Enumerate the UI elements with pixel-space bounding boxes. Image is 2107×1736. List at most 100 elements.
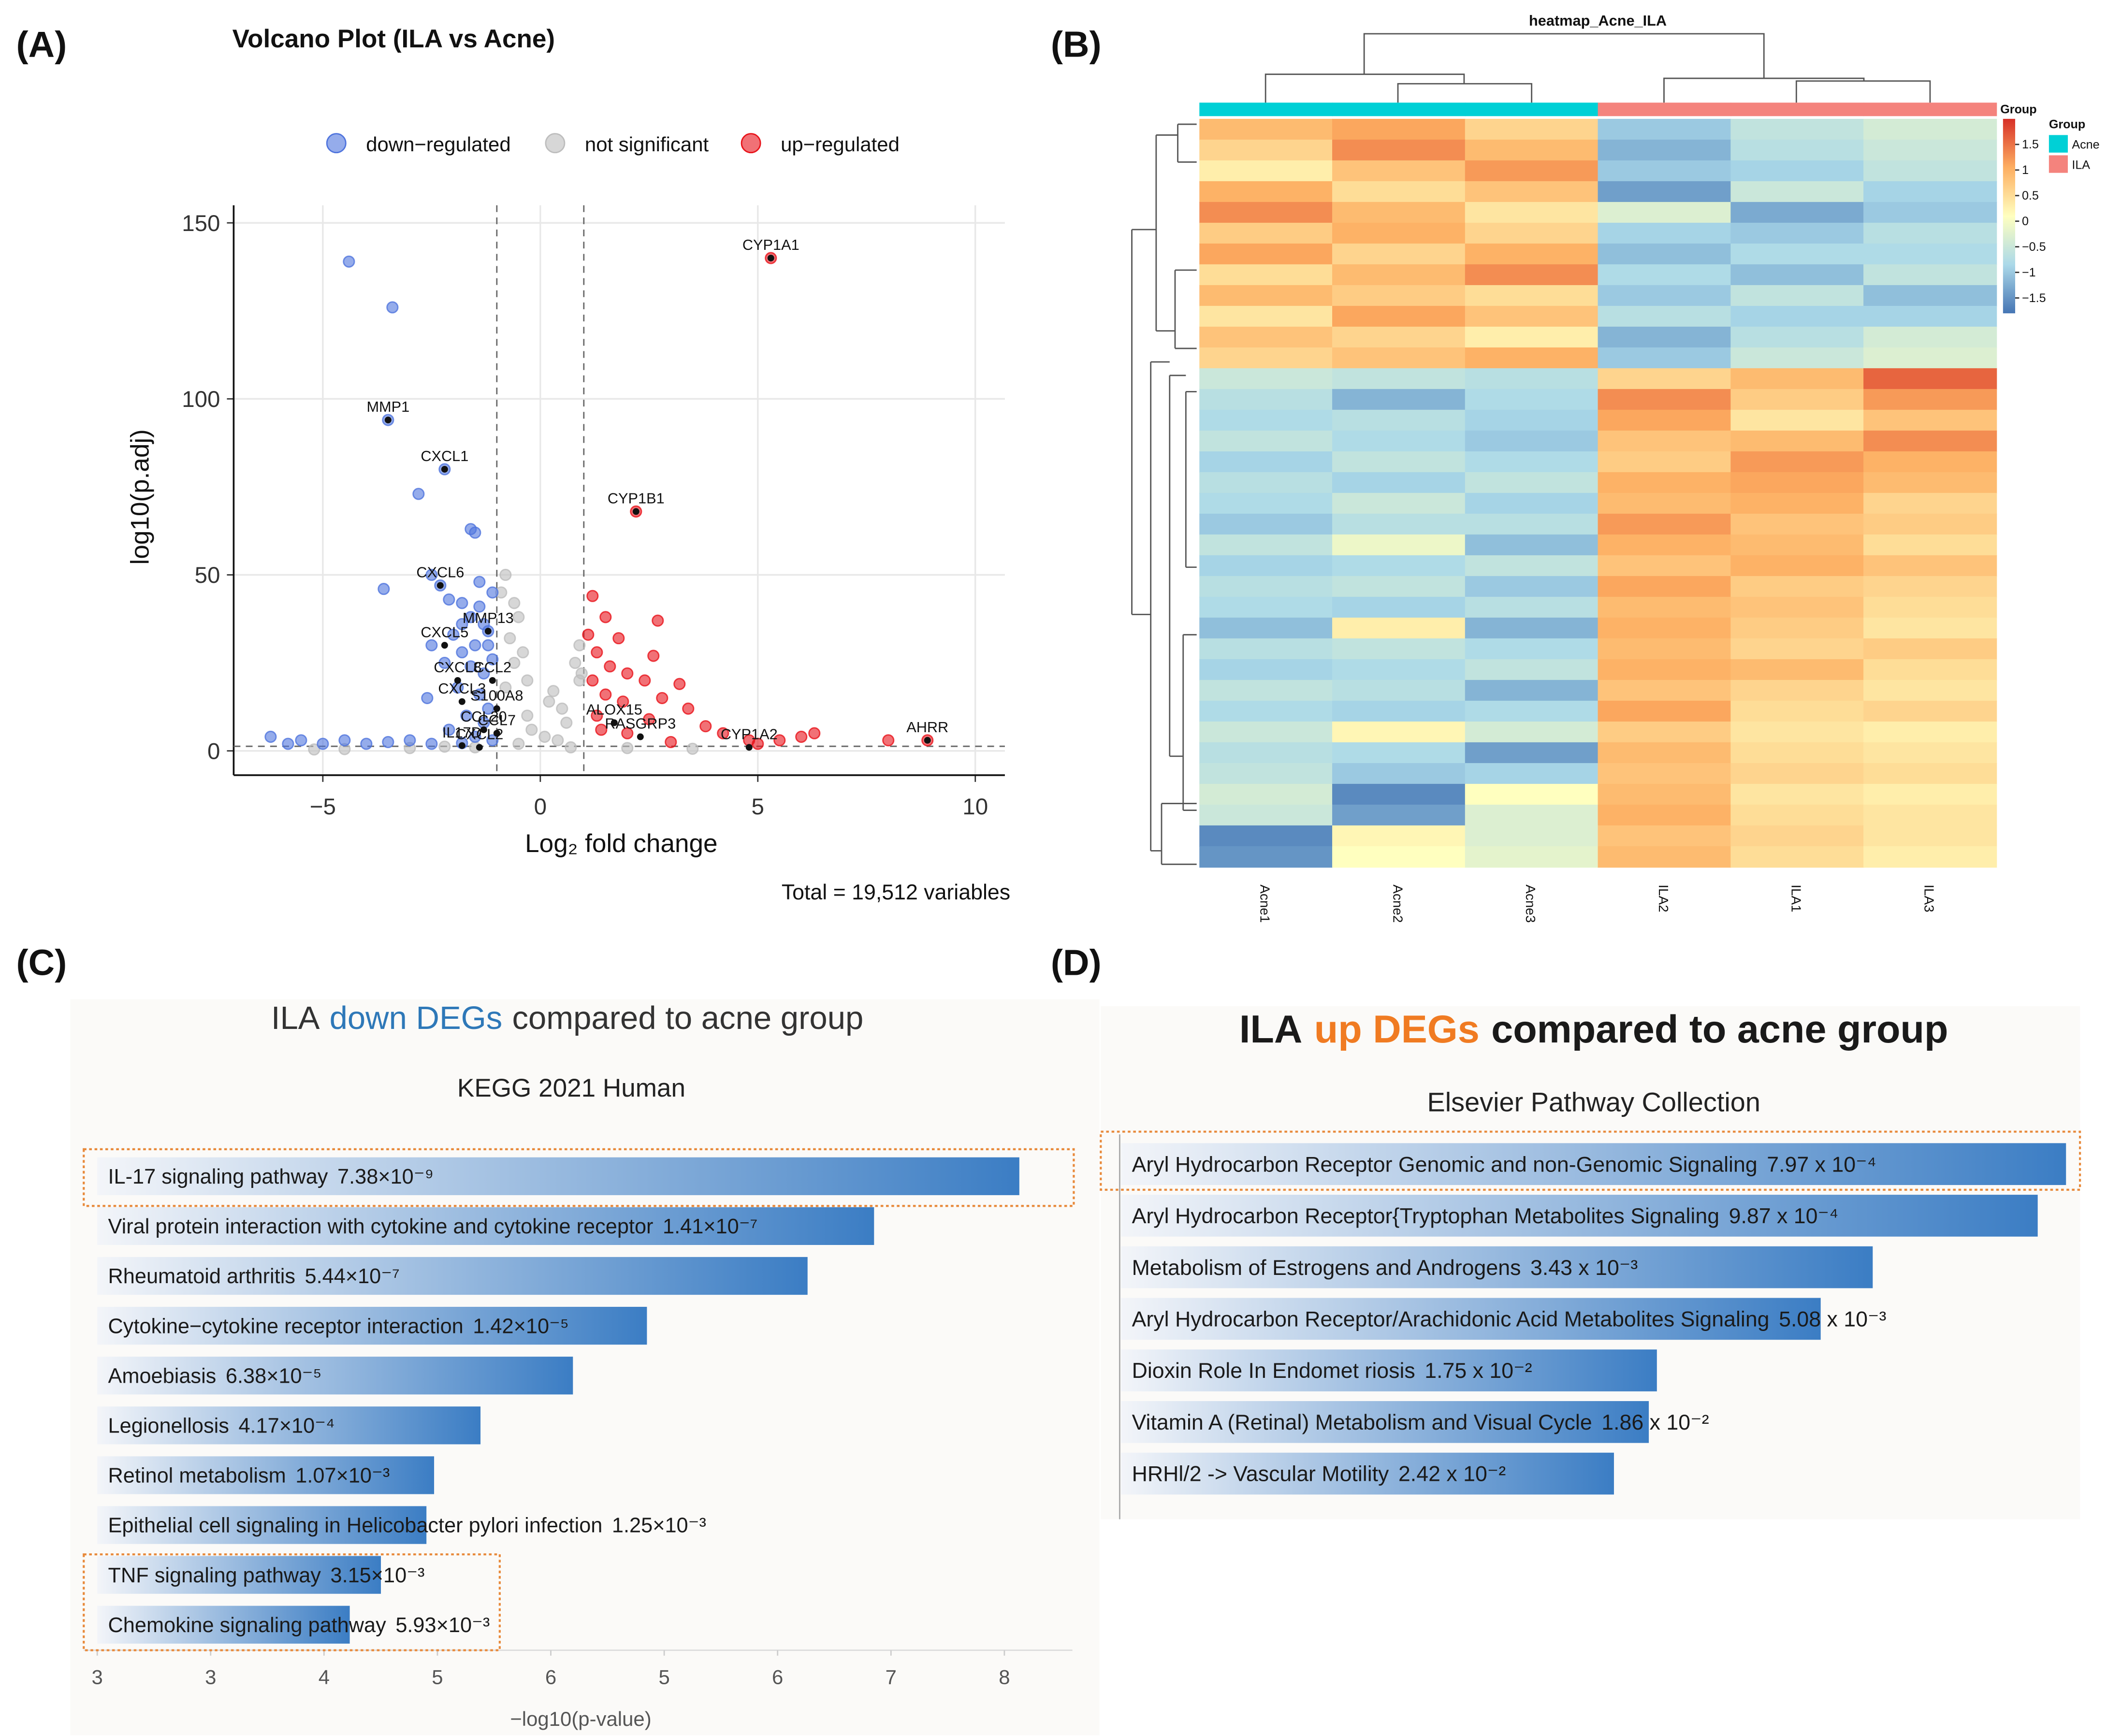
point [621,742,634,754]
colorbar [2003,118,2015,314]
bar [1121,1195,2038,1237]
heatmap-cell [1863,513,1997,535]
gene-label: CCL7 [478,711,516,728]
heatmap-cell [1199,264,1333,286]
point [465,660,477,673]
group-bar [1332,102,1466,116]
labeled-point [493,730,500,737]
heatmap-cell [1332,202,1466,224]
bar-label: Vitamin A (Retinal) Metabolism and Visua… [1132,1411,1709,1434]
heatmap-cell [1332,638,1466,660]
legend-marker [326,133,347,154]
heatmap-cell [1863,409,1997,432]
title-part: compared to acne group [1491,1008,1948,1051]
point [617,695,629,708]
point [508,597,521,609]
category-label: Vitamin A (Retinal) Metabolism and Visua… [1132,1411,1592,1434]
heatmap-cell [1465,243,1598,265]
heatmap-cell [1332,659,1466,681]
bar-label: Epithelial cell signaling in Helicobacte… [108,1514,706,1537]
heatmap-cell [1199,576,1333,598]
heatmap-cell [1199,202,1333,224]
annotation-label: Group [2000,103,2036,116]
labeled-point [489,677,496,684]
point [425,639,438,651]
heatmap-cell [1465,305,1598,328]
point [656,692,668,704]
heatmap-cell [1332,305,1466,328]
heatmap-cell [1199,680,1333,702]
heatmap-cell [1730,638,1864,660]
bar [1121,1246,1873,1288]
labeled-point [484,628,492,635]
heatmap-cell [1332,472,1466,494]
heatmap-cell [1730,347,1864,369]
value-label: 3.43 x 10⁻³ [1530,1256,1638,1280]
heatmap-cell [1199,783,1333,806]
group-bar [1199,102,1333,116]
bar [97,1456,435,1494]
heatmap-cell [1863,160,1997,182]
heatmap-cell [1730,721,1864,743]
bar-label: IL-17 signaling pathway 7.38×10⁻⁹ [108,1165,434,1188]
bar [97,1606,350,1644]
column-label: Acne1 [1257,884,1272,923]
bar-label: Metabolism of Estrogens and Androgens 3.4… [1132,1256,1638,1280]
heatmap-cell [1730,285,1864,307]
point [360,738,373,750]
heatmap-cell [1598,576,1731,598]
heatmap-cell [1465,596,1598,619]
bar-label: Aryl Hydrocarbon Receptor Genomic and no… [1132,1153,1876,1176]
heatmap-cell [1199,368,1333,390]
heatmap-cell [1730,576,1864,598]
x-tick-label: 4 [319,1665,330,1688]
heatmap-cell [1730,451,1864,473]
heatmap-cell [1730,846,1864,868]
point [565,741,577,753]
value-label: 1.07×10⁻³ [295,1464,390,1488]
gene-label: CXCL3 [438,680,486,697]
labeled-point [637,733,644,740]
heatmap-cell [1730,389,1864,411]
bar [1121,1143,2066,1185]
point [478,667,490,680]
heatmap-cell [1332,576,1466,598]
heatmap-cell [1863,617,1997,639]
category-label: Cytokine−cytokine receptor interaction [108,1315,464,1338]
heatmap-cell [1199,596,1333,619]
heatmap-cell [1598,513,1731,535]
point [264,730,277,743]
heatmap-cell [1332,783,1466,806]
labeled-point [384,417,392,423]
bar [1121,1298,1821,1340]
heatmap-cell [1863,576,1997,598]
bar [97,1556,381,1594]
heatmap-cell [1730,409,1864,432]
panel-label: (D) [1051,942,1102,983]
heatmap-cell [1863,742,1997,764]
heatmap-cell [1199,638,1333,660]
bar-label: TNF signaling pathway 3.15×10⁻³ [108,1564,425,1587]
bar [1121,1349,1657,1391]
heatmap-cell [1598,492,1731,515]
heatmap-cell [1863,804,1997,826]
heatmap-cell [1598,596,1731,619]
heatmap-cell [1199,472,1333,494]
heatmap-cell [1199,742,1333,764]
heatmap-cell [1730,534,1864,556]
point [586,674,599,687]
panel-label: (C) [16,942,67,983]
heatmap-cell [1465,181,1598,203]
gene-label: CCL2 [474,659,512,676]
title-part: ILA [1239,1008,1303,1051]
heatmap-cell [1730,472,1864,494]
heatmap-cell [1332,492,1466,515]
point [512,611,525,623]
heatmap-cell [1199,700,1333,723]
group-bar [1465,102,1598,116]
heatmap-cell [1598,534,1731,556]
heatmap-cell [1332,181,1466,203]
heatmap-cell [1465,555,1598,577]
heatmap-cell [1863,285,1997,307]
point [425,738,438,750]
